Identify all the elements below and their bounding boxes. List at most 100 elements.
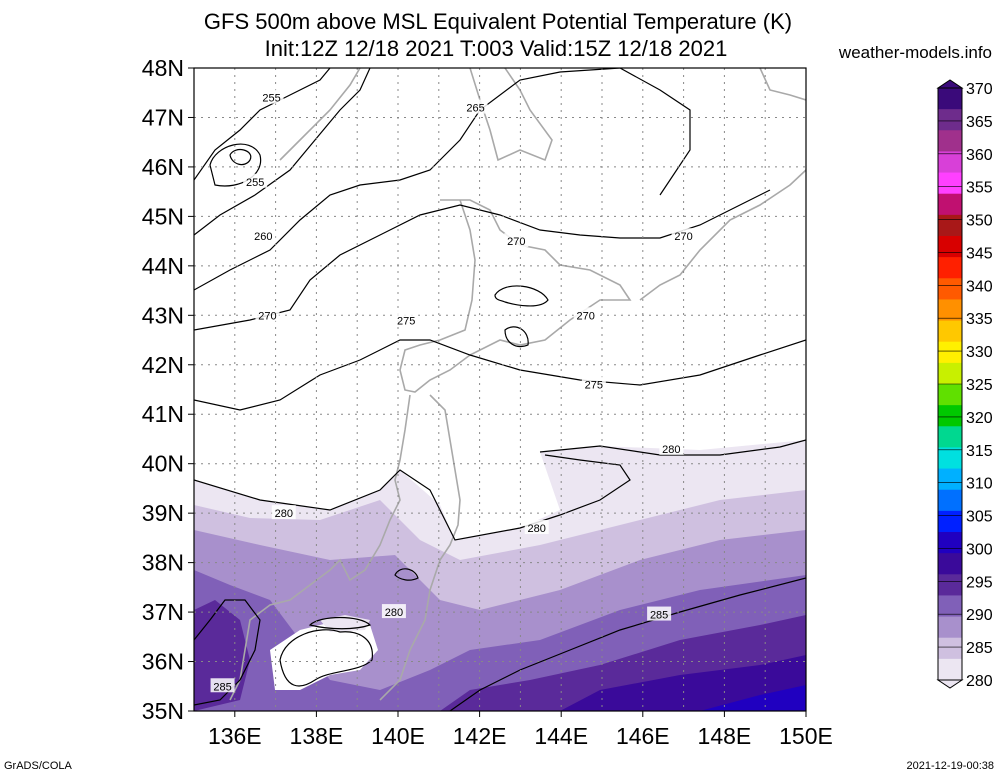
colorbar-swatch xyxy=(938,320,962,343)
colorbar-label: 295 xyxy=(966,574,993,591)
contour-label-bg xyxy=(524,519,549,534)
colorbar-swatch xyxy=(938,658,962,681)
contour-label: 280 xyxy=(275,508,293,520)
chart-subtitle: Init:12Z 12/18 2021 T:003 Valid:15Z 12/1… xyxy=(264,36,728,61)
contour-label: 265 xyxy=(466,103,484,115)
colorbar-swatch xyxy=(938,257,962,279)
colorbar-swatch xyxy=(938,616,962,639)
theta-e-shading xyxy=(194,440,806,711)
colorbar-label: 290 xyxy=(966,607,993,624)
lon-label: 136E xyxy=(208,723,262,749)
axis-ticks xyxy=(188,67,807,717)
colorbar-swatch xyxy=(938,236,962,258)
contour-label: 270 xyxy=(577,310,595,322)
colorbar-label: 350 xyxy=(966,213,993,230)
colorbar-label: 280 xyxy=(966,673,993,690)
chart-title: GFS 500m above MSL Equivalent Potential … xyxy=(203,9,793,34)
lat-label: 37N xyxy=(142,599,184,625)
colorbar-swatch xyxy=(938,214,962,237)
contour-label: 280 xyxy=(662,444,680,456)
contour-labels: 255 255 260 265 270 270 270 270 275 275 280 280 280 2… xyxy=(210,89,696,693)
colorbar-swatch xyxy=(938,489,962,512)
colorbar-swatch xyxy=(938,299,962,322)
lat-label: 41N xyxy=(142,401,184,427)
colorbar-swatch xyxy=(938,532,962,554)
lon-label: 148E xyxy=(698,723,752,749)
colorbar-label: 345 xyxy=(966,245,993,262)
colorbar: 370 365 360 355 350 345 340 335 330 325 320 315 310 3… xyxy=(936,79,993,690)
lat-label: 43N xyxy=(142,302,184,328)
contour-label-bg xyxy=(394,312,419,327)
colorbar-swatch xyxy=(938,109,962,131)
software-credit: GrADS/COLA xyxy=(4,760,72,772)
contour-label-bg xyxy=(259,89,284,104)
lat-label: 38N xyxy=(142,550,184,576)
colorbar-swatch xyxy=(938,468,962,491)
lat-label: 39N xyxy=(142,500,184,526)
contour-label: 275 xyxy=(397,315,415,327)
colorbar-label: 320 xyxy=(966,410,993,427)
longitude-labels: 136E 138E 140E 142E 144E 146E 148E 150E xyxy=(208,723,833,749)
lon-label: 142E xyxy=(453,723,507,749)
contour-label-bg xyxy=(381,604,406,619)
lat-label: 36N xyxy=(142,649,184,675)
contour-label: 285 xyxy=(213,681,231,693)
colorbar-label: 330 xyxy=(966,344,993,361)
colorbar-label: 325 xyxy=(966,377,993,394)
colorbar-label: 285 xyxy=(966,640,993,657)
colorbar-swatch xyxy=(938,595,962,618)
colorbar-swatch xyxy=(938,426,962,449)
contour-label: 270 xyxy=(258,310,276,322)
lat-label: 40N xyxy=(142,451,184,477)
contour-label-bg xyxy=(647,606,672,621)
contour-label-bg xyxy=(671,228,696,243)
colorbar-label: 340 xyxy=(966,278,993,295)
lat-label: 46N xyxy=(142,154,184,180)
colorbar-label: 310 xyxy=(966,476,993,493)
contour-label-bg xyxy=(210,678,235,693)
contour-label-bg xyxy=(463,99,488,114)
lon-label: 138E xyxy=(290,723,344,749)
lon-label: 144E xyxy=(534,723,588,749)
lon-label: 140E xyxy=(371,723,425,749)
contour-label-bg xyxy=(659,440,684,455)
lat-label: 42N xyxy=(142,352,184,378)
band-292 xyxy=(700,685,806,711)
colorbar-label: 355 xyxy=(966,180,993,197)
latitude-labels: 48N 47N 46N 45N 44N 43N 42N 41N 40N 39N 38N 37N 36N 3… xyxy=(142,55,184,724)
lon-label: 146E xyxy=(616,723,670,749)
colorbar-swatch xyxy=(938,637,962,660)
colorbar-max-arrow xyxy=(936,79,964,89)
colorbar-swatch xyxy=(938,130,962,153)
colorbar-min-arrow xyxy=(936,679,964,689)
colorbar-swatch xyxy=(938,362,962,385)
colorbar-swatch xyxy=(938,151,962,174)
contour-label-bg xyxy=(504,233,529,248)
colorbar-label: 365 xyxy=(966,114,993,131)
colorbar-label: 300 xyxy=(966,541,993,558)
colorbar-label: 360 xyxy=(966,147,993,164)
colorbar-label: 335 xyxy=(966,311,993,328)
lat-label: 44N xyxy=(142,253,184,279)
contour-label-bg xyxy=(581,376,606,391)
contour-label: 285 xyxy=(650,610,668,622)
lat-label: 45N xyxy=(142,203,184,229)
colorbar-swatch xyxy=(938,447,962,470)
band-290 xyxy=(560,655,806,711)
colorbar-label: 370 xyxy=(966,81,993,98)
colorbar-label: 315 xyxy=(966,443,993,460)
coastlines xyxy=(229,68,806,701)
colorbar-swatch xyxy=(938,278,962,301)
colorbar-swatch xyxy=(938,553,962,575)
colorbar-swatch xyxy=(938,405,962,427)
contour-label-bg xyxy=(251,228,276,243)
site-credit: weather-models.info xyxy=(838,43,992,62)
contour-label-bg xyxy=(243,173,268,188)
contour-label: 275 xyxy=(585,380,603,392)
contour-label: 270 xyxy=(507,236,525,248)
contour-label-bg xyxy=(271,505,296,520)
colorbar-swatch xyxy=(938,574,962,597)
generated-timestamp: 2021-12-19-00:38 xyxy=(906,760,994,772)
contour-label: 270 xyxy=(674,231,692,243)
colorbar-swatch xyxy=(938,88,962,110)
